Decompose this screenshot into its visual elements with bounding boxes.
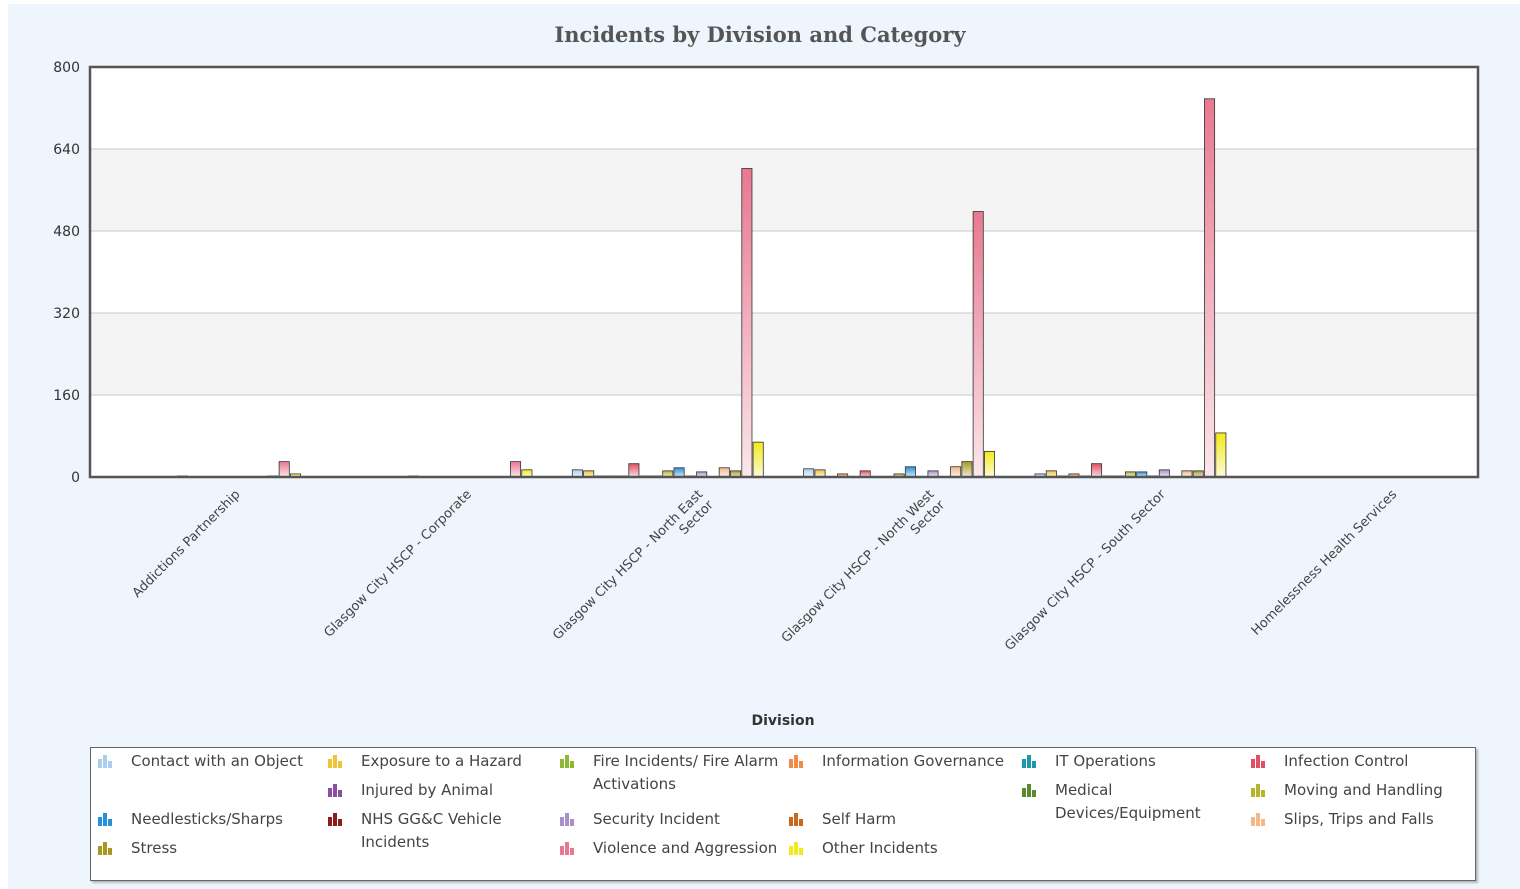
legend-label: Information Governance	[822, 752, 1005, 770]
legend-label: Slips, Trips and Falls	[1284, 810, 1434, 828]
plot-frame	[88, 65, 1480, 479]
bar[interactable]	[741, 168, 753, 478]
plot-border	[88, 65, 1480, 479]
chart-title: Incidents by Division and Category	[554, 22, 966, 47]
legend-label: Injured by Animal	[361, 781, 494, 799]
bar[interactable]	[1215, 432, 1227, 478]
plot-band	[90, 149, 1478, 231]
legend-label: Needlesticks/Sharps	[131, 810, 283, 828]
bar[interactable]	[752, 441, 764, 478]
x-tick-label: Glasgow City HSCP - Corporate	[321, 487, 474, 640]
legend-label: IT Operations	[1055, 752, 1156, 770]
chart-svg: 0 160 320 480 640 800 Addictions Partnership G…	[53, 60, 1480, 729]
legend-label: Contact with an Object	[131, 752, 304, 770]
bar-chart-icon	[789, 842, 803, 855]
x-tick-label: Glasgow City HSCP - North EastSector	[550, 487, 717, 654]
y-tick-label: 640	[53, 142, 80, 158]
y-tick-label: 320	[53, 306, 80, 322]
bar-chart-icon	[328, 755, 342, 768]
bar-chart-icon	[328, 813, 342, 826]
bar[interactable]	[510, 461, 522, 478]
plot-band	[90, 313, 1478, 395]
bar-chart-icon	[1022, 784, 1036, 797]
legend-label: Medical Devices/Equipment	[1055, 781, 1201, 822]
x-axis-ticks: Addictions Partnership Glasgow City HSCP …	[130, 487, 1401, 657]
bar[interactable]	[984, 450, 996, 478]
x-tick-label: Glasgow City HSCP - North WestSector	[779, 487, 949, 657]
bar-chart-icon	[1022, 755, 1036, 768]
legend-label: Security Incident	[593, 810, 720, 828]
legend-label: Self Harm	[822, 810, 896, 828]
legend-label: Moving and Handling	[1284, 781, 1443, 799]
bar[interactable]	[278, 461, 290, 478]
bar-chart-icon	[328, 784, 342, 797]
bar[interactable]	[1091, 463, 1103, 478]
bar-chart-icon	[789, 813, 803, 826]
bar[interactable]	[673, 467, 685, 478]
y-axis-ticks: 0 160 320 480 640 800	[53, 60, 80, 486]
legend-label: Stress	[131, 839, 178, 857]
bar[interactable]	[972, 211, 984, 478]
bar-chart-icon	[789, 755, 803, 768]
legend: Contact with an Object Exposure to a Haza…	[90, 747, 1476, 881]
bar-chart-icon	[98, 842, 112, 855]
bar[interactable]	[950, 466, 962, 478]
bar-chart-icon	[1251, 784, 1265, 797]
bar[interactable]	[904, 466, 916, 478]
legend-label: NHS GG&C Vehicle Incidents	[361, 810, 502, 851]
bar-chart-icon	[1251, 755, 1265, 768]
legend-label: Infection Control	[1284, 752, 1409, 770]
bar[interactable]	[628, 463, 640, 478]
y-tick-label: 480	[53, 224, 80, 240]
legend-label: Fire Incidents/ Fire Alarm Activations	[593, 752, 779, 793]
bar-chart-icon	[98, 755, 112, 768]
legend-label: Violence and Aggression	[593, 839, 778, 857]
bar-chart-icon	[560, 755, 574, 768]
x-tick-label: Glasgow City HSCP - South Sector	[1002, 487, 1169, 654]
y-tick-label: 160	[53, 388, 80, 404]
bar[interactable]	[1204, 98, 1216, 478]
bar[interactable]	[718, 467, 730, 478]
bar-chart-icon	[560, 813, 574, 826]
y-tick-label: 800	[53, 60, 80, 76]
legend-label: Other Incidents	[822, 839, 938, 857]
y-tick-label: 0	[71, 470, 80, 486]
x-axis-title: Division	[751, 713, 814, 729]
bar-chart-icon	[1251, 813, 1265, 826]
x-tick-label: Homelessness Health Services	[1249, 487, 1401, 639]
bar[interactable]	[961, 461, 973, 478]
x-tick-label: Addictions Partnership	[130, 487, 244, 601]
plot-area	[90, 67, 1478, 477]
plot-background	[90, 67, 1478, 477]
bar-chart-icon	[98, 813, 112, 826]
legend-label: Exposure to a Hazard	[361, 752, 522, 770]
bar-chart-icon	[560, 842, 574, 855]
